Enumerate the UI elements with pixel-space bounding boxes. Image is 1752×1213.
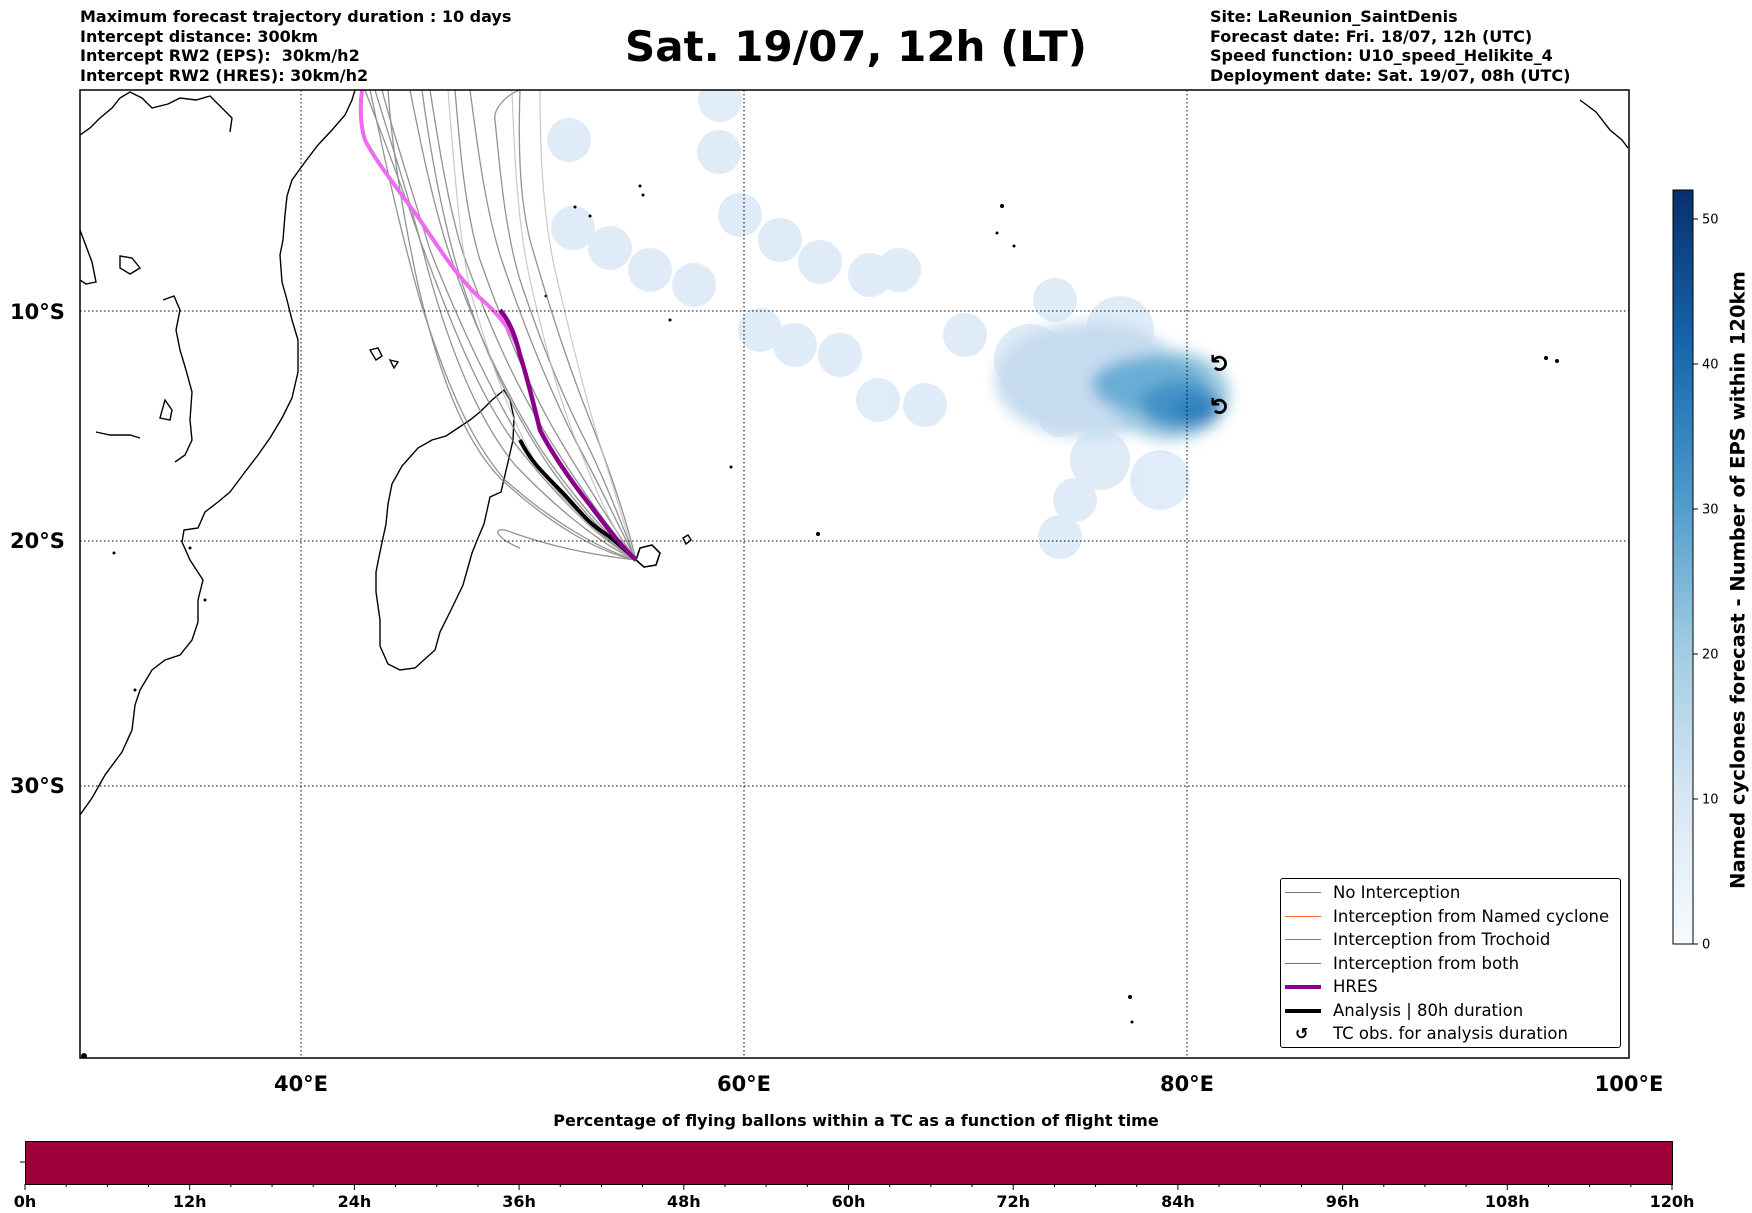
map-frame (79, 89, 1630, 1059)
legend-line (1285, 892, 1321, 893)
lat-label: 20°S (10, 529, 65, 553)
colorbar-tick-label: 10 (1702, 793, 1719, 808)
flight-time-bar (25, 1141, 1673, 1185)
colorbar-label: Named cyclones forecast - Number of EPS … (1726, 271, 1750, 889)
flight-tick-label: 36h (502, 1192, 536, 1211)
colorbar (1672, 189, 1694, 945)
legend-line (1285, 985, 1321, 989)
legend-label: No Interception (1333, 883, 1461, 902)
flight-tick-label: 108h (1485, 1192, 1530, 1211)
header-line: Maximum forecast trajectory duration : 1… (80, 7, 512, 26)
lat-label: 30°S (10, 774, 65, 798)
flight-tick-label: 12h (173, 1192, 207, 1211)
lon-label: 60°E (717, 1072, 771, 1096)
header-line: Speed function: U10_speed_Helikite_4 (1210, 46, 1553, 65)
legend-label: TC obs. for analysis duration (1333, 1024, 1568, 1043)
coastline (80, 90, 1629, 816)
header-line: Intercept RW2 (HRES): 30km/h2 (80, 65, 369, 85)
header-line: Intercept RW2 (EPS): 30km/h2 (80, 46, 360, 65)
cyclone-density-core (995, 322, 1230, 440)
flight-tick-label: 72h (996, 1192, 1030, 1211)
flight-tick-label: 24h (338, 1192, 372, 1211)
flight-time-ticks: 0h 12h 24h 36h 48h 60h 72h 84h 96h 108h 120h (14, 1161, 1695, 1211)
tc-obs-icon: ↺ (1206, 396, 1234, 416)
lon-label: 80°E (1160, 1072, 1214, 1096)
header-line: Site: LaReunion_SaintDenis (1210, 7, 1458, 26)
legend-line (1285, 962, 1321, 964)
header-line: Deployment date: Sat. 19/07, 08h (UTC) (1210, 65, 1571, 85)
header-parameters-right: Site: LaReunion_SaintDenis Forecast date… (1210, 7, 1570, 85)
legend-line (1285, 915, 1321, 917)
flight-tick-label: 48h (667, 1192, 701, 1211)
lon-label: 100°E (1595, 1072, 1664, 1096)
lat-label: 10°S (10, 300, 65, 324)
eps-trajectories (364, 90, 637, 561)
colorbar-tick-label: 30 (1702, 503, 1719, 518)
legend-line (1285, 1008, 1321, 1013)
lon-label: 40°E (274, 1072, 328, 1096)
flight-tick-label: 60h (832, 1192, 866, 1211)
colorbar-tick-label: 20 (1702, 648, 1719, 663)
flight-tick-label: 96h (1326, 1192, 1360, 1211)
map-title: Sat. 19/07, 12h (LT) (625, 22, 1087, 71)
legend-label: HRES (1333, 977, 1378, 996)
flight-bar-title: Percentage of flying ballons within a TC… (553, 1111, 1159, 1130)
tc-obs-icon: ↺ (1206, 353, 1234, 373)
flight-tick-label: 120h (1650, 1192, 1695, 1211)
legend-label: Interception from Trochoid (1333, 930, 1551, 949)
hres-track-late (498, 308, 638, 562)
flight-tick-label: 84h (1161, 1192, 1195, 1211)
legend-label: Analysis | 80h duration (1333, 1000, 1524, 1020)
colorbar-tick-label: 50 (1702, 213, 1719, 228)
legend: No Interception Interception from Named … (1280, 878, 1621, 1048)
legend-label: Interception from Named cyclone (1333, 906, 1610, 926)
gridlines (80, 90, 1629, 1058)
flight-tick-label: 0h (14, 1192, 37, 1211)
header-line: Intercept distance: 300km (80, 26, 319, 46)
legend-line (1285, 939, 1321, 940)
eps-trajectories-faint (447, 90, 637, 561)
legend-label: Interception from both (1333, 953, 1520, 973)
cyclone-density-field (547, 90, 1190, 559)
colorbar-ticks: 0 10 20 30 40 50 (1693, 213, 1719, 953)
header-parameters-left: Maximum forecast trajectory duration : 1… (80, 7, 511, 85)
tc-obs-icon: ↺ (1295, 1024, 1309, 1043)
small-islands (81, 184, 1559, 1058)
header-line: Forecast date: Fri. 18/07, 12h (UTC) (1210, 26, 1533, 46)
colorbar-tick-label: 0 (1702, 938, 1710, 953)
colorbar-tick-label: 40 (1702, 358, 1719, 373)
tc-observation-markers: ↺ ↺ (1206, 353, 1234, 416)
